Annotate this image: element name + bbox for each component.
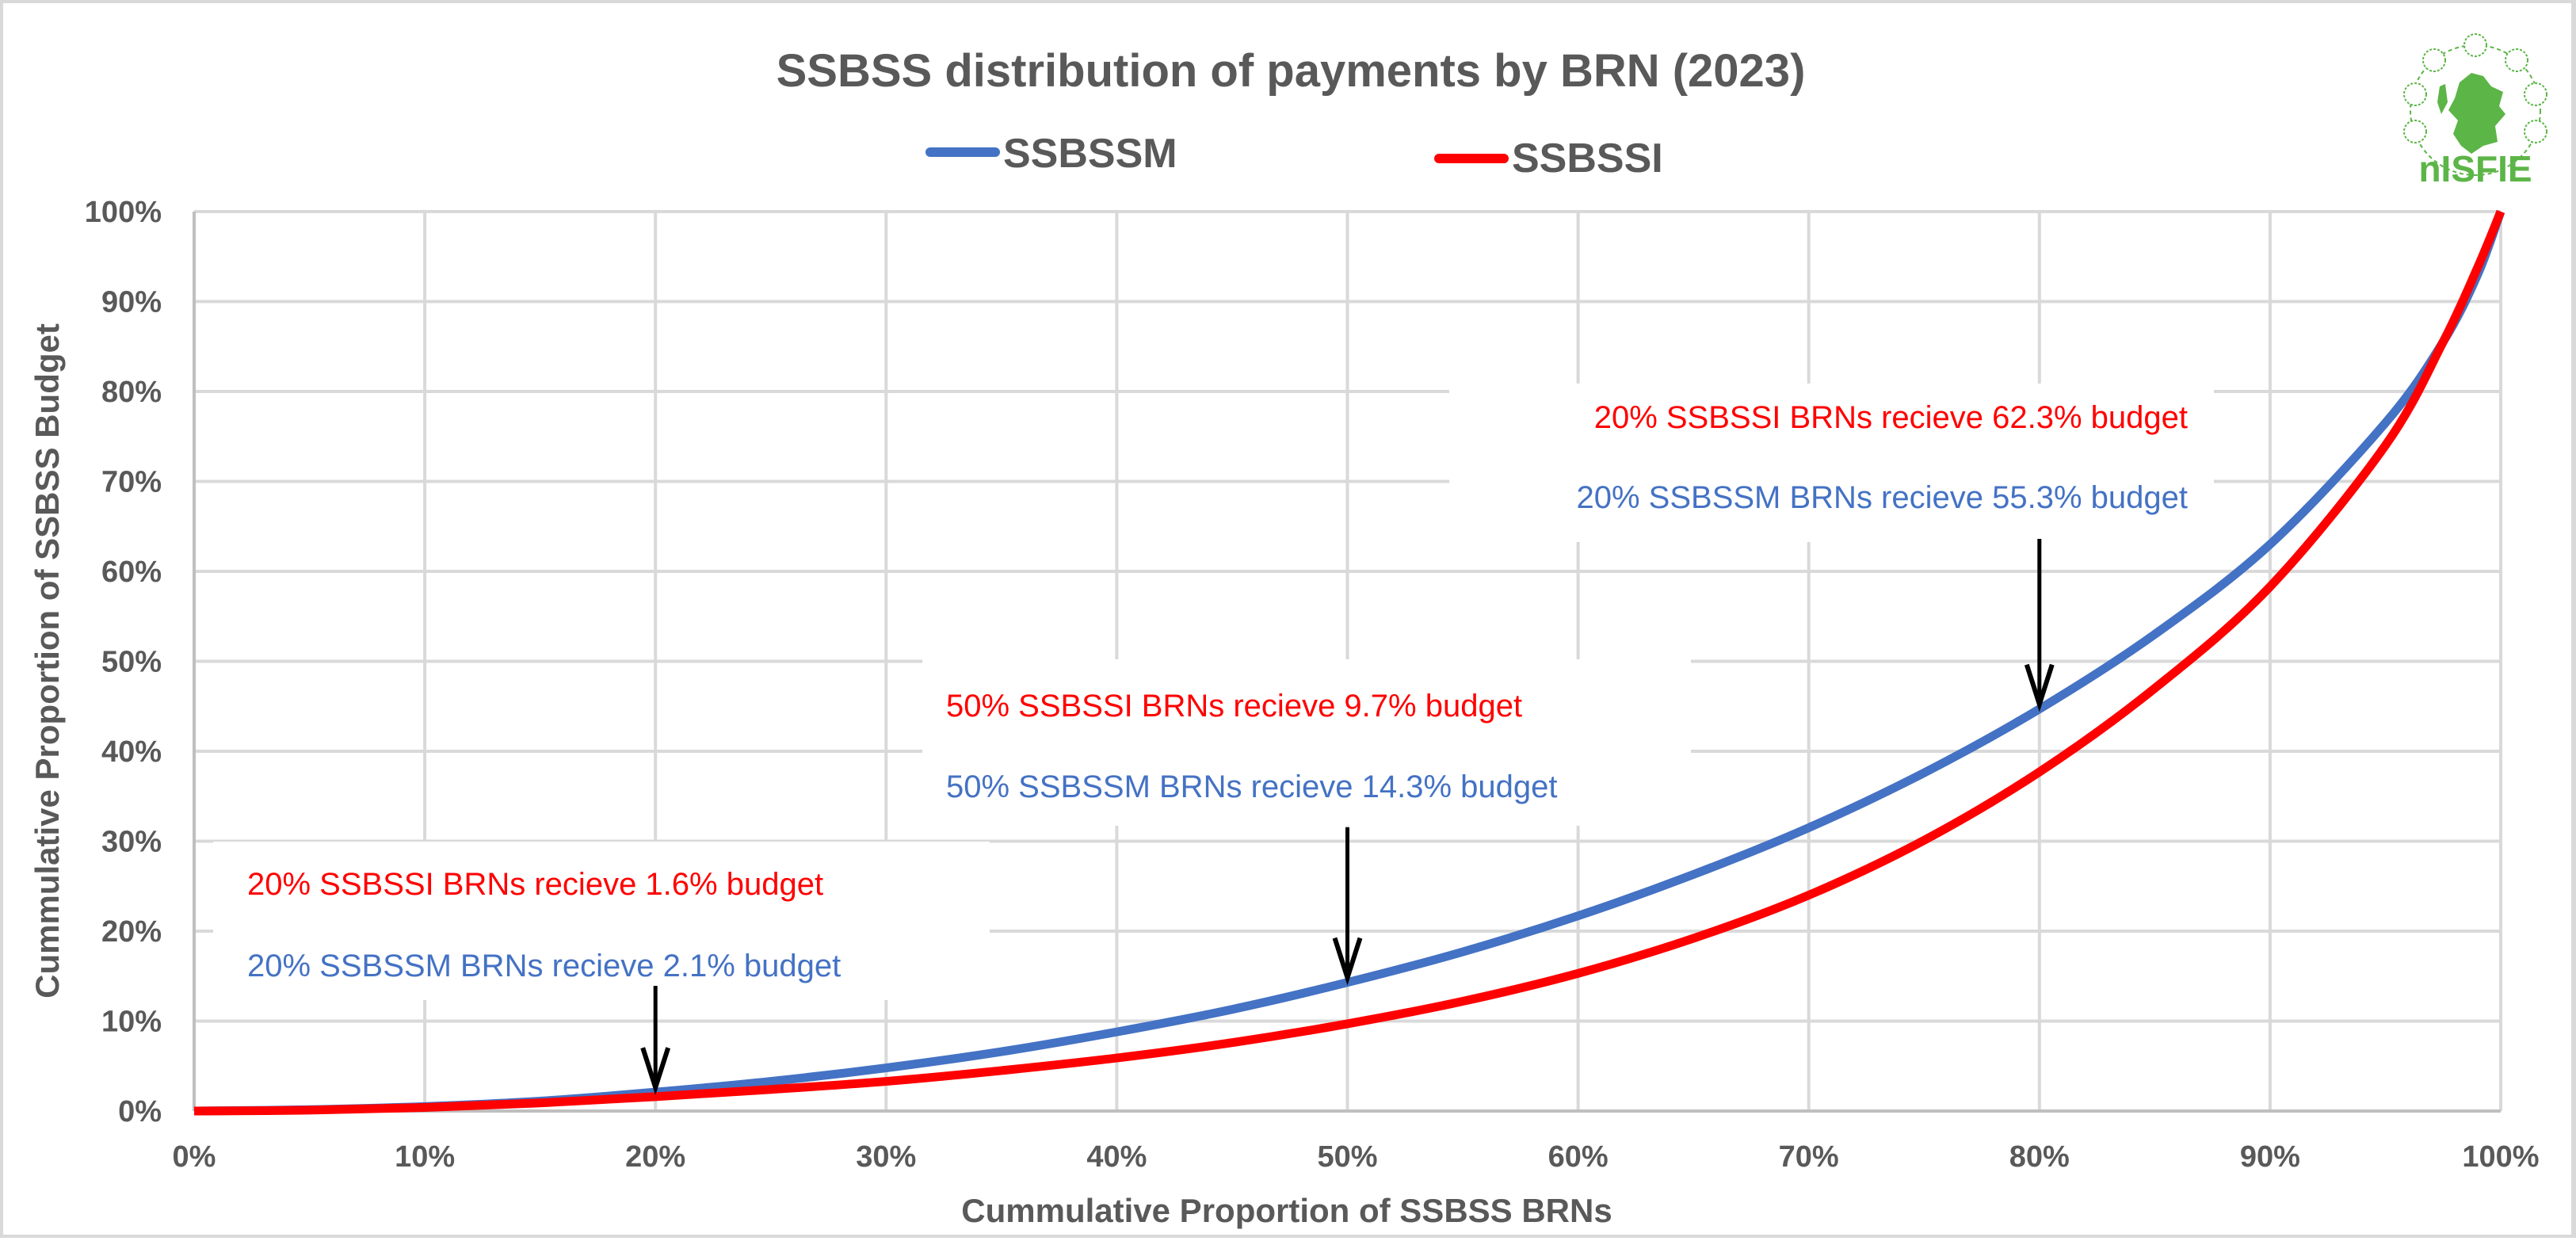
annotation-20: 20% SSBSSI BRNs recieve 1.6% budget 20% S… (213, 842, 990, 1096)
x-tick-label: 80% (2009, 1140, 2070, 1174)
y-tick-label: 0% (118, 1095, 162, 1128)
y-tick-label: 80% (101, 376, 162, 409)
annotation-text: 20% SSBSSM BRNs recieve 55.3% budget (1576, 480, 2188, 515)
legend-label-ssbssm: SSBSSM (1003, 131, 1177, 177)
scotland-map-icon (2437, 73, 2505, 154)
logo-ring (2410, 44, 2541, 176)
chart-svg: 20% SSBSSI BRNs recieve 1.6% budget 20% S… (29, 33, 2547, 1229)
axes (193, 212, 2501, 1113)
annotation-80: 20% SSBSSI BRNs recieve 62.3% budget 20% … (1449, 384, 2214, 712)
annotation-text: 50% SSBSSI BRNs recieve 9.7% budget (946, 689, 1522, 724)
annotation-text: 50% SSBSSM BRNs recieve 14.3% budget (946, 769, 1558, 804)
x-tick-label: 70% (1779, 1140, 1839, 1174)
logo-icon-cow (2524, 120, 2547, 143)
x-tick-label: 90% (2240, 1140, 2300, 1174)
nisfie-logo: nISFIE (2403, 33, 2547, 189)
arrow-head-icon (2024, 663, 2055, 712)
arrow-head-icon (1332, 937, 1363, 986)
x-tick-label: 30% (856, 1140, 916, 1174)
y-tick-label: 20% (101, 915, 162, 949)
y-tick-label: 70% (101, 466, 162, 499)
logo-icon-handshake (2422, 48, 2446, 72)
x-tick-label: 0% (173, 1140, 216, 1174)
annotation-box (922, 659, 1691, 826)
x-tick-label: 100% (2462, 1140, 2539, 1174)
y-axis-title: Cummulative Proportion of SSBSS Budget (29, 323, 66, 999)
x-tick-label: 40% (1086, 1140, 1147, 1174)
legend-item-ssbssm[interactable]: SSBSSM (925, 131, 1177, 177)
x-tick-label: 60% (1548, 1140, 1609, 1174)
legend-label-ssbssi: SSBSSI (1512, 136, 1663, 181)
annotation-50: 50% SSBSSI BRNs recieve 9.7% budget 50% S… (922, 659, 1691, 986)
legend[interactable]: SSBSSM SSBSSI (925, 131, 1663, 181)
series-lines (193, 209, 2505, 1116)
y-tick-label: 40% (101, 735, 162, 769)
annotation-text: 20% SSBSSI BRNs recieve 62.3% budget (1594, 400, 2188, 435)
logo-text: nISFIE (2418, 148, 2532, 189)
y-tick-label: 100% (85, 196, 162, 229)
annotations: 20% SSBSSI BRNs recieve 1.6% budget 20% S… (213, 384, 2214, 1096)
y-tick-label: 50% (101, 646, 162, 679)
annotation-text: 20% SSBSSM BRNs recieve 2.1% budget (247, 949, 841, 983)
annotation-text: 20% SSBSSI BRNs recieve 1.6% budget (247, 867, 823, 902)
tick-labels: 0% 10% 20% 30% 40% 50% 60% 70% 80% 90% 100% 0% 10% 20… (85, 196, 2540, 1174)
logo-icon-wind (2463, 33, 2487, 57)
x-tick-label: 20% (625, 1140, 685, 1174)
x-tick-label: 10% (395, 1140, 455, 1174)
chart-title: SSBSS distribution of payments by BRN (2… (777, 45, 1806, 97)
logo-icon-fish (2524, 82, 2547, 106)
y-tick-label: 90% (101, 286, 162, 319)
annotation-box (213, 842, 990, 1000)
arrow-head-icon (640, 1047, 671, 1096)
y-tick-label: 60% (101, 556, 162, 589)
annotation-box (1449, 384, 2214, 542)
legend-item-ssbssi[interactable]: SSBSSI (1434, 136, 1663, 181)
y-tick-label: 30% (101, 826, 162, 859)
x-tick-label: 50% (1317, 1140, 1377, 1174)
x-axis-title: Cummulative Proportion of SSBSS BRNs (961, 1192, 1612, 1229)
series-line-ssbssi[interactable] (193, 209, 2505, 1116)
y-tick-label: 10% (101, 1006, 162, 1039)
logo-icon-ship (2403, 120, 2427, 143)
logo-icon-people (2505, 48, 2528, 72)
logo-icon-plant (2403, 82, 2427, 106)
